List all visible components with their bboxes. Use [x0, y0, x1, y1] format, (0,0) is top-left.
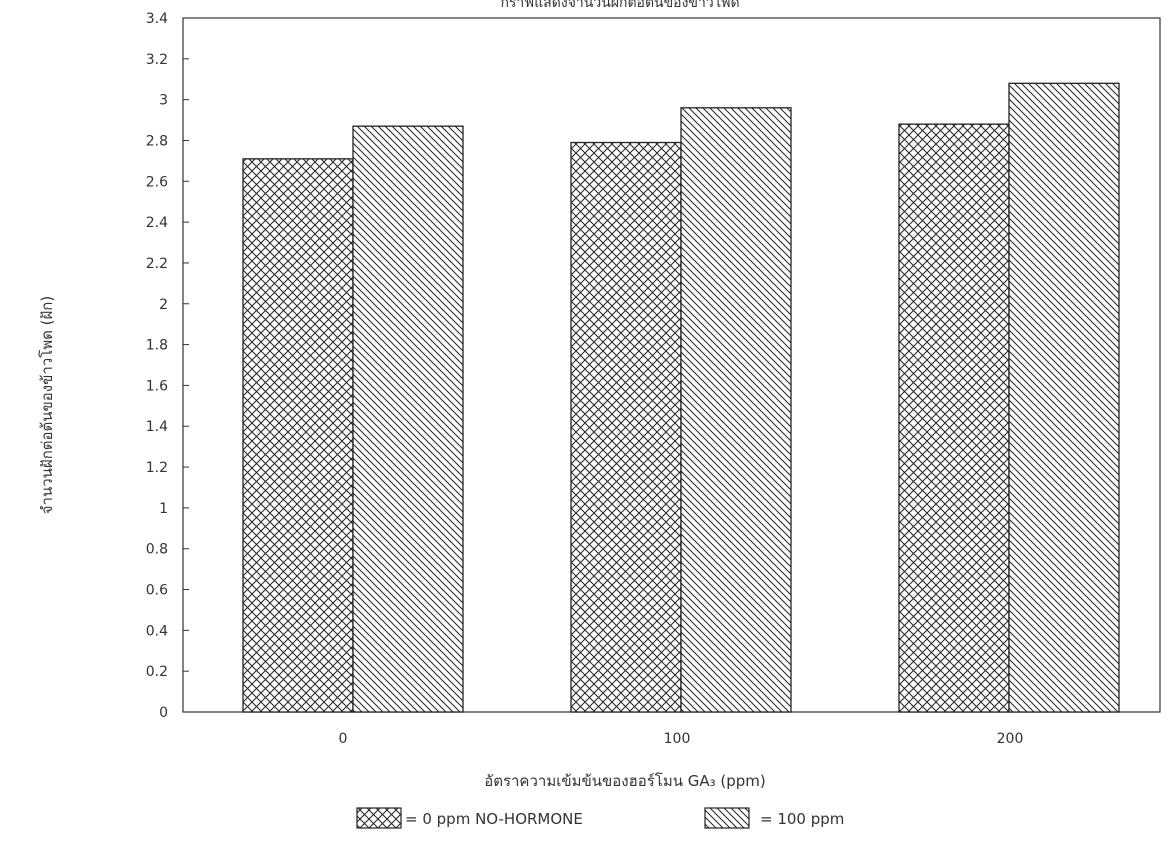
y-tick-label: 0.2 — [146, 664, 168, 680]
bar-no-hormone-200 — [898, 123, 1010, 713]
y-axis-title: จำนวนฝักต่อต้นของข้าวโพด (ฝัก) — [38, 296, 56, 514]
bar-no-hormone-0 — [242, 158, 354, 713]
y-tick-label: 2 — [159, 297, 168, 313]
y-tick-label: 3.2 — [146, 52, 168, 68]
bar-ga3-0 — [352, 125, 464, 713]
legend: = 0 ppm NO-HORMONE = 100 ppm — [356, 807, 844, 829]
bars — [242, 82, 1120, 713]
bar-ga3-200 — [1008, 82, 1120, 713]
legend-label: = 0 ppm NO-HORMONE — [405, 810, 583, 828]
y-tick-label: 0.8 — [146, 542, 168, 558]
y-tick-label: 0.6 — [146, 583, 168, 599]
y-tick-label: 3 — [159, 93, 168, 109]
y-tick-label: 1 — [159, 501, 168, 517]
x-tick-label: 100 — [664, 731, 691, 747]
x-tick-label: 0 — [339, 731, 348, 747]
y-tick-label: 0 — [159, 705, 168, 721]
y-tick-label: 1.2 — [146, 460, 168, 476]
x-tick-label: 200 — [997, 731, 1024, 747]
legend-swatch — [704, 807, 750, 829]
y-tick-label: 0.4 — [146, 623, 168, 639]
y-tick-label: 1.4 — [146, 419, 168, 435]
y-axis: 0 0.2 0.4 0.6 0.8 1 1.2 1.4 1.6 1.8 2 2.2 2.4 2.6 2.8 3… — [146, 11, 189, 721]
chart-title: กราฟแสดงจำนวนฝักต่อต้นของข้าวโพด — [500, 0, 739, 11]
y-tick-label: 3.4 — [146, 11, 168, 27]
y-tick-label: 2.6 — [146, 174, 168, 190]
x-axis: 0 100 200 — [339, 731, 1024, 747]
legend-label: = 100 ppm — [760, 810, 844, 828]
y-tick-label: 2.2 — [146, 256, 168, 272]
y-tick-label: 1.8 — [146, 338, 168, 354]
legend-swatch — [356, 807, 402, 829]
y-tick-label: 2.8 — [146, 133, 168, 149]
y-tick-label: 2.4 — [146, 215, 168, 231]
y-tick-label: 1.6 — [146, 378, 168, 394]
bar-ga3-100 — [680, 107, 792, 713]
x-axis-title: อัตราความเข้มข้นของฮอร์โมน GA₃ (ppm) — [484, 772, 766, 790]
bar-no-hormone-100 — [570, 141, 682, 713]
